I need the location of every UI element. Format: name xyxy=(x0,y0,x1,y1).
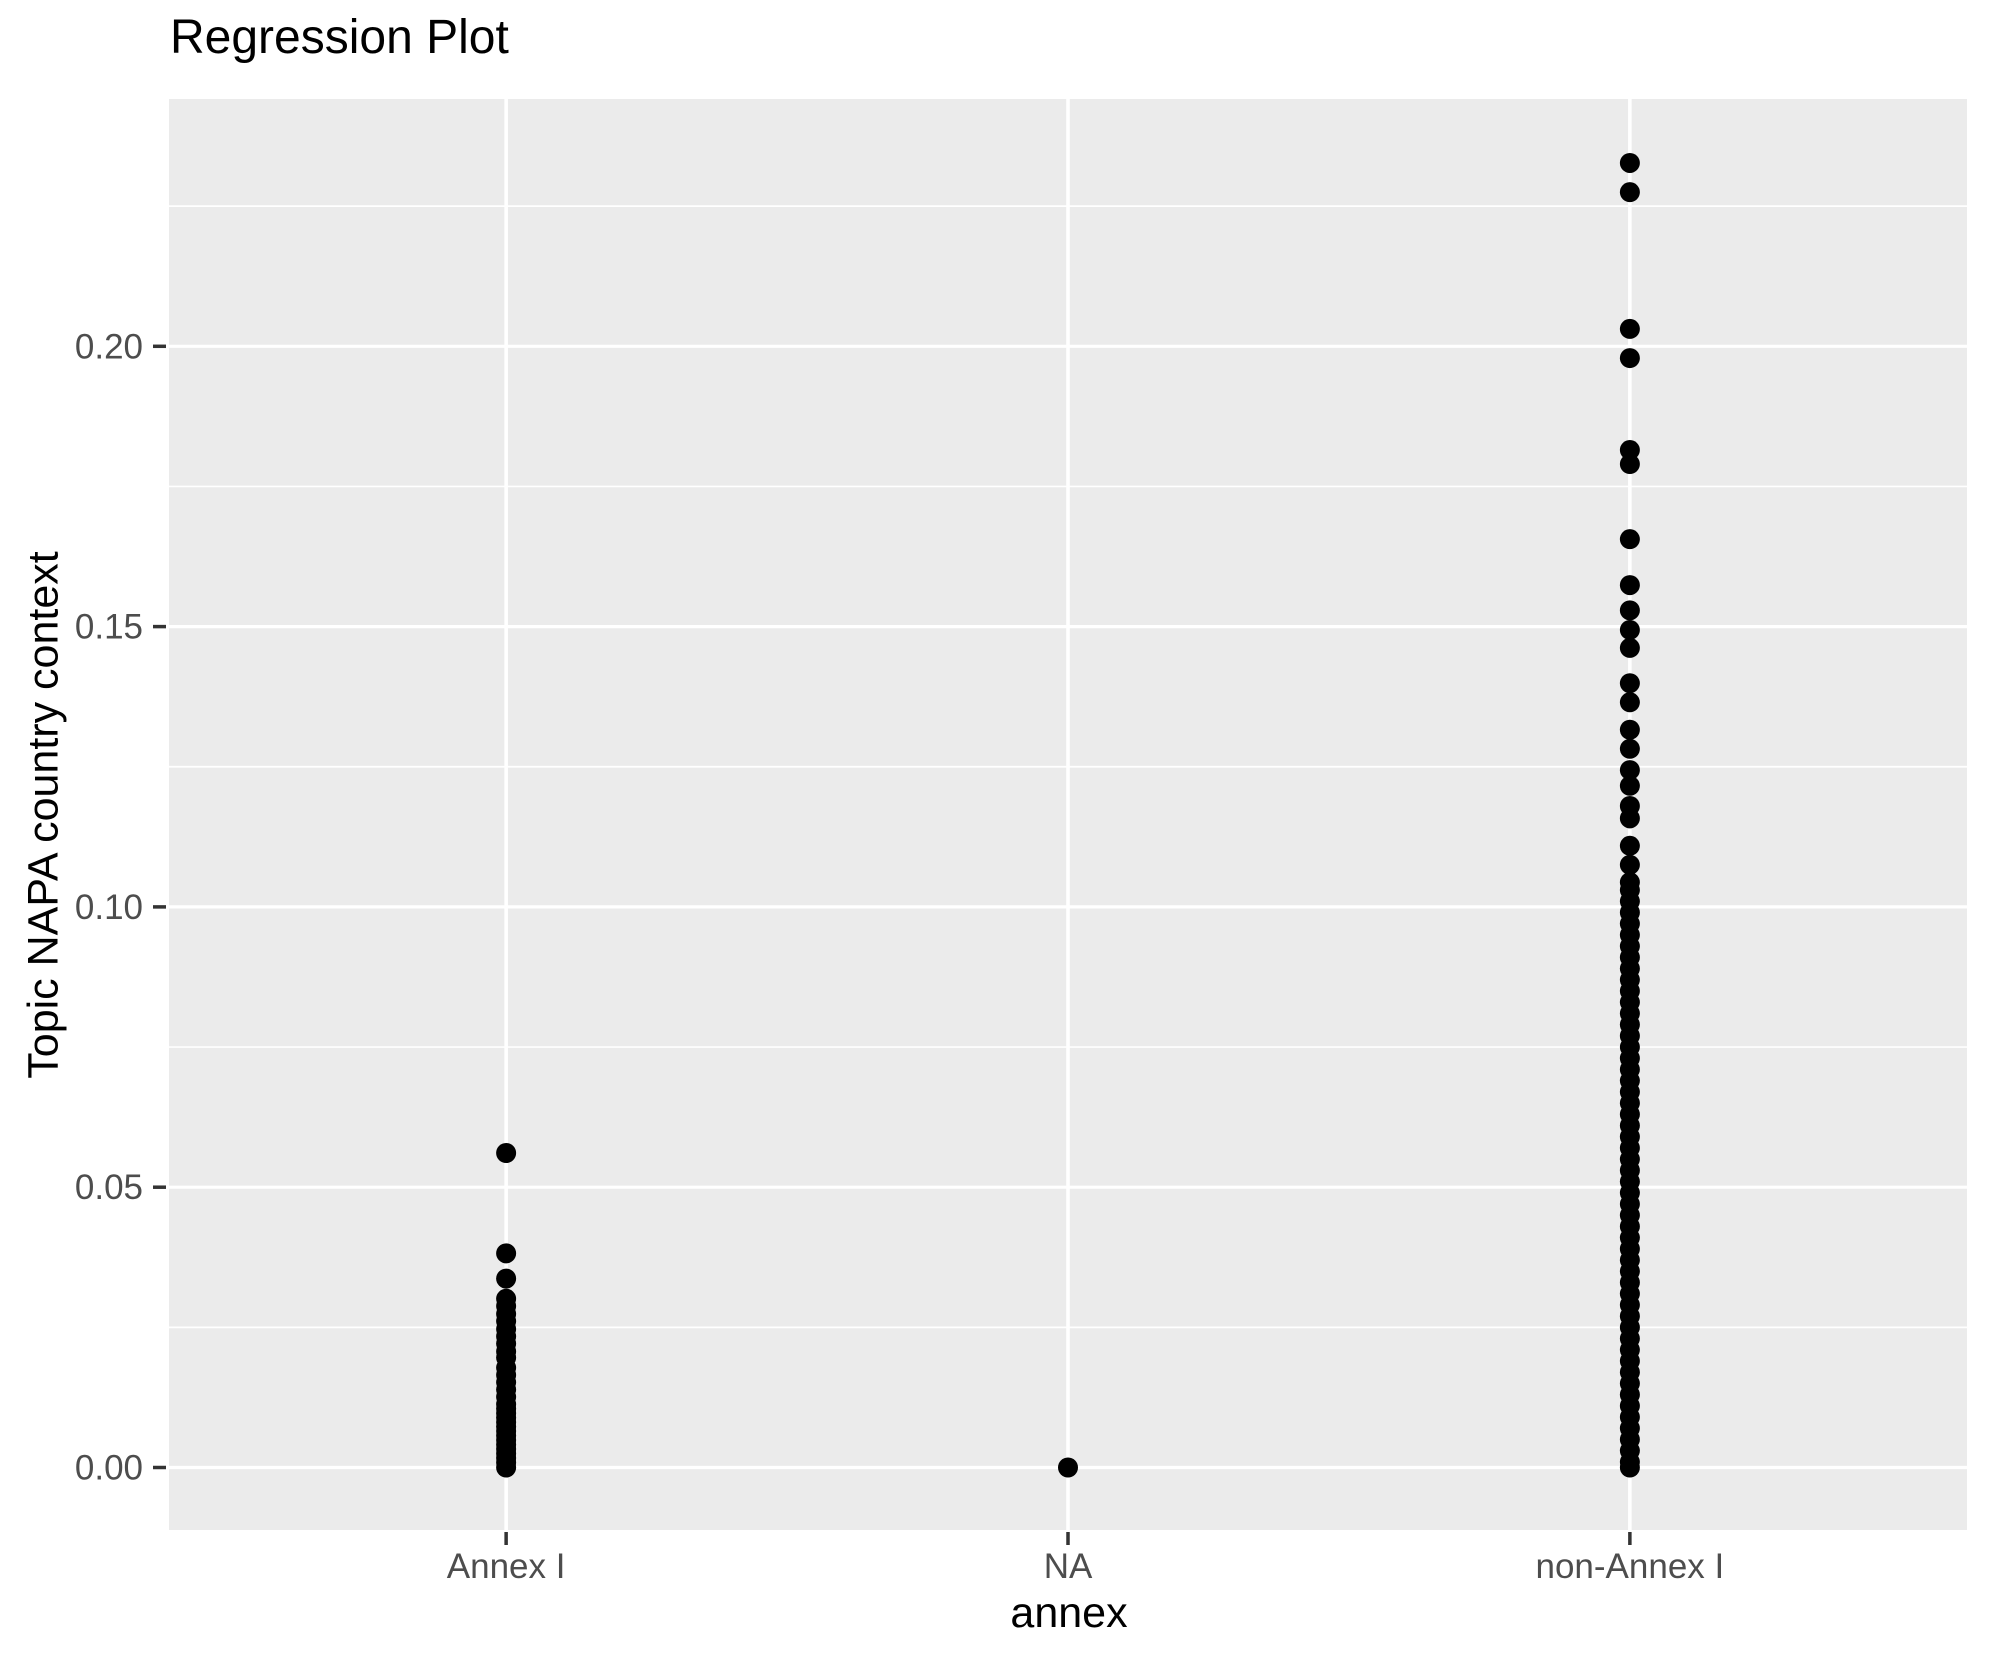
data-point xyxy=(1619,348,1640,369)
data-point xyxy=(1619,719,1640,740)
data-point xyxy=(1619,835,1640,856)
data-point xyxy=(1619,738,1640,759)
data-point xyxy=(1619,673,1640,694)
y-tick-label: 0.05 xyxy=(75,1168,143,1207)
data-point xyxy=(1619,854,1640,875)
x-axis: Annex I NA non-Annex I xyxy=(447,1532,1724,1586)
data-point xyxy=(1619,808,1640,829)
data-point xyxy=(1619,637,1640,658)
x-tick-label: NA xyxy=(1044,1547,1093,1586)
data-point xyxy=(1619,182,1640,203)
data-point xyxy=(1619,619,1640,640)
data-point xyxy=(496,1243,517,1264)
data-point xyxy=(1619,529,1640,550)
data-point xyxy=(1619,440,1640,461)
data-point xyxy=(496,1457,517,1478)
y-tick-label: 0.20 xyxy=(75,327,143,366)
data-point xyxy=(1619,454,1640,475)
data-point xyxy=(1619,1457,1640,1478)
data-point xyxy=(1619,318,1640,339)
x-tick-label: Annex I xyxy=(447,1547,566,1586)
y-tick-label: 0.15 xyxy=(75,608,143,647)
data-point xyxy=(496,1143,517,1164)
data-point xyxy=(1058,1457,1078,1478)
y-axis: 0.00 0.05 0.10 0.15 0.20 xyxy=(75,327,166,1488)
x-tick-label: non-Annex I xyxy=(1536,1547,1725,1586)
y-tick-label: 0.00 xyxy=(75,1449,143,1488)
data-point xyxy=(1619,760,1640,781)
plot-title: Regression Plot xyxy=(170,11,509,64)
data-point xyxy=(1619,692,1640,713)
data-point xyxy=(496,1268,517,1289)
data-point xyxy=(1619,152,1640,173)
x-axis-title: annex xyxy=(1010,1589,1128,1637)
data-points xyxy=(496,152,1640,1478)
data-point xyxy=(1619,775,1640,796)
y-tick-label: 0.10 xyxy=(75,888,143,927)
data-point xyxy=(1619,575,1640,596)
data-point xyxy=(1619,600,1640,621)
